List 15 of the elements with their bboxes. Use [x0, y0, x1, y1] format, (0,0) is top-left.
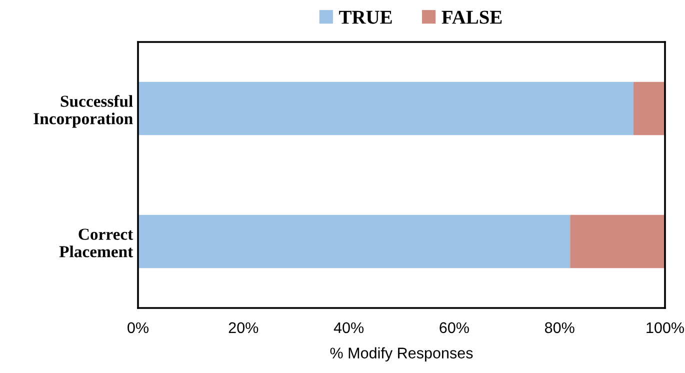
- x-tick-label: 80%: [544, 322, 574, 334]
- y-tick-label: Successful Incorporation: [34, 94, 133, 128]
- legend-label: FALSE: [442, 10, 502, 24]
- x-tick-label: 20%: [228, 322, 258, 334]
- x-tick-label: 100%: [646, 322, 684, 334]
- x-tick-label: 0%: [128, 322, 148, 334]
- x-tick-label: 40%: [334, 322, 364, 334]
- x-axis-title: % Modify Responses: [330, 347, 473, 362]
- legend-label: TRUE: [339, 10, 392, 24]
- bar: [570, 214, 665, 268]
- x-tick-label: 60%: [440, 322, 469, 334]
- bar: [138, 214, 570, 268]
- y-tick-label: Correct Placement: [59, 228, 134, 258]
- bar: [138, 82, 634, 136]
- bar: [633, 82, 665, 136]
